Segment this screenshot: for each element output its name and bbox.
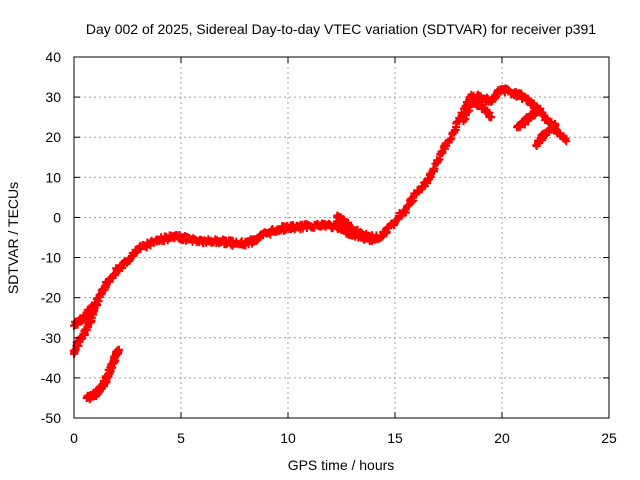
x-tick-label: 20 [494, 430, 510, 446]
x-tick-label: 5 [177, 430, 185, 446]
x-tick-label: 10 [280, 430, 296, 446]
series-markers [82, 346, 123, 404]
series-markers [460, 97, 494, 124]
y-tick-label: 20 [45, 129, 61, 145]
y-axis-label: SDTVAR / TECUs [5, 182, 21, 294]
y-tick-label: -20 [41, 290, 61, 306]
x-tick-label: 25 [601, 430, 617, 446]
x-tick-label: 15 [387, 430, 403, 446]
y-tick-label: -40 [41, 370, 61, 386]
y-tick-label: -30 [41, 330, 61, 346]
plot-frame [73, 56, 610, 419]
y-tick-label: 40 [45, 49, 61, 65]
x-tick-label: 0 [70, 430, 78, 446]
series-markers [71, 301, 97, 330]
y-tick-label: -50 [41, 410, 61, 426]
series-branch-d [512, 104, 543, 132]
series-branch-e [532, 119, 560, 150]
data-layer [69, 84, 571, 404]
series-branch-b [333, 211, 378, 244]
series-markers [513, 104, 543, 132]
y-tick-label: 0 [53, 209, 61, 225]
series-lower [82, 345, 123, 404]
series-branch-c [459, 97, 496, 126]
y-tick-label: -10 [41, 250, 61, 266]
tick-layer: 0 5 10 15 20 25 -50 -40 -30 -20 -10 0 10 20 30 40 [41, 49, 617, 446]
series-markers [333, 211, 377, 244]
series-markers [532, 119, 559, 150]
y-tick-label: 30 [45, 89, 61, 105]
chart-title: Day 002 of 2025, Sidereal Day-to-day VTE… [86, 21, 596, 37]
x-axis-label: GPS time / hours [288, 457, 395, 473]
y-tick-label: 10 [45, 169, 61, 185]
